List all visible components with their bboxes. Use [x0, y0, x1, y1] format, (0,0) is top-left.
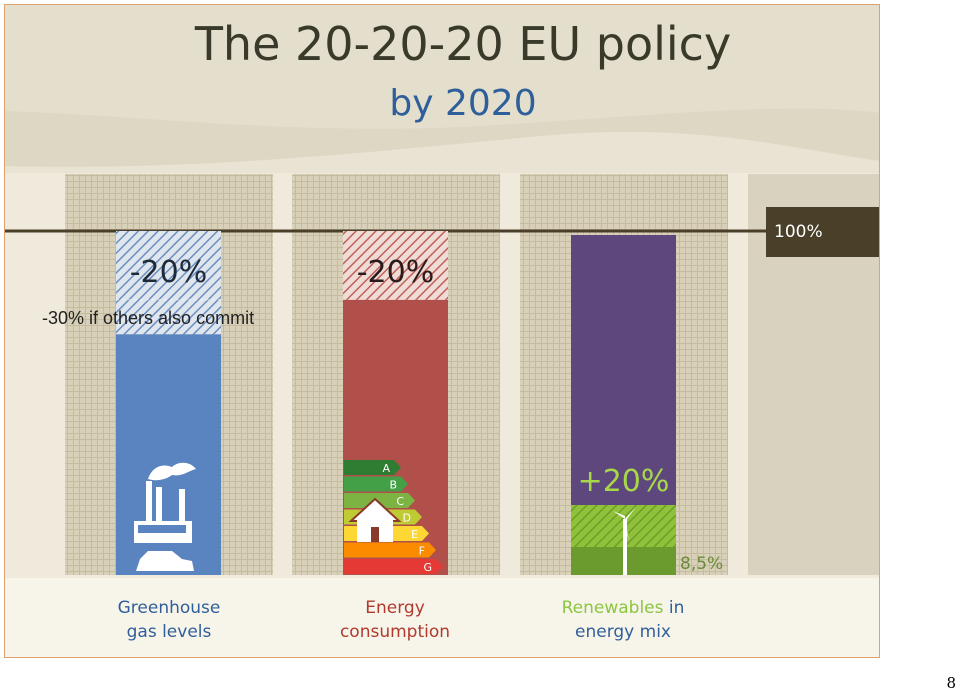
- bar-renewables-rest: [571, 235, 676, 505]
- bars: [5, 229, 879, 575]
- data-label-greenhouse: -20%: [130, 255, 208, 290]
- factory-chimney-1: [146, 481, 152, 521]
- data-label-energy: -20%: [357, 255, 435, 290]
- energy-class-letter-G: G: [423, 561, 432, 574]
- energy-class-arrow-C: [344, 493, 415, 508]
- category-label-renewables-line2: energy mix: [575, 622, 671, 642]
- energy-class-letter-E: E: [411, 528, 418, 541]
- bar-labels: -20% -20% +20% 8,5%: [130, 255, 723, 574]
- category-label-renewables-word: Renewables: [561, 598, 664, 618]
- category-label-greenhouse-line2: gas levels: [126, 622, 212, 642]
- house-door: [371, 527, 379, 542]
- energy-class-letter-B: B: [389, 479, 397, 492]
- reference-label-100: 100%: [766, 207, 879, 257]
- category-label-greenhouse-line1: Greenhouse: [117, 598, 221, 618]
- category-label-energy: Energy consumption: [295, 596, 495, 644]
- energy-class-arrow-B: [344, 476, 408, 492]
- category-label-energy-line2: consumption: [339, 622, 451, 642]
- turbine-tower: [623, 519, 627, 575]
- energy-rating-house-icon: [348, 497, 402, 542]
- energy-class-F: F: [344, 542, 436, 558]
- factory-windows: [138, 525, 186, 533]
- bar-greenhouse-reduction: [116, 231, 221, 335]
- category-label-renewables-in: in: [663, 598, 685, 618]
- turbine-blade-1: [613, 511, 625, 519]
- commit-note: -30% if others also commit: [42, 308, 255, 328]
- category-label-energy-line1: Energy: [365, 598, 425, 618]
- wind-turbine-icon: [613, 507, 636, 575]
- energy-class-arrow-G: [344, 559, 443, 574]
- energy-class-B: B: [344, 476, 408, 492]
- chart-subtitle: by 2020: [389, 83, 537, 124]
- energy-class-letter-F: F: [419, 545, 425, 558]
- energy-class-G: G: [344, 559, 443, 574]
- category-label-greenhouse: Greenhouse gas levels: [69, 596, 269, 644]
- factory-smoke: [148, 462, 196, 481]
- energy-class-letter-C: C: [396, 495, 404, 508]
- energy-class-A: A: [344, 460, 401, 475]
- energy-class-C: C: [344, 493, 415, 508]
- turbine-blade-3: [623, 519, 629, 541]
- factory-chimney-2: [156, 487, 162, 521]
- energy-class-letter-D: D: [403, 512, 411, 525]
- factory-chimney-3: [179, 489, 185, 521]
- category-label-renewables: Renewables in energy mix: [523, 596, 723, 644]
- data-label-renewables-baseline: 8,5%: [680, 554, 723, 574]
- energy-class-arrow-A: [344, 460, 401, 475]
- page-number: 8: [946, 674, 956, 692]
- background: [5, 5, 879, 657]
- data-label-renewables-target: +20%: [578, 464, 670, 499]
- energy-class-arrow-F: [344, 542, 436, 558]
- car-body: [136, 551, 194, 571]
- energy-class-letter-A: A: [382, 462, 390, 475]
- bar-energy-reduction: [343, 231, 448, 300]
- turbine-blade-2: [625, 507, 636, 519]
- chart-title: The 20-20-20 EU policy: [194, 17, 732, 71]
